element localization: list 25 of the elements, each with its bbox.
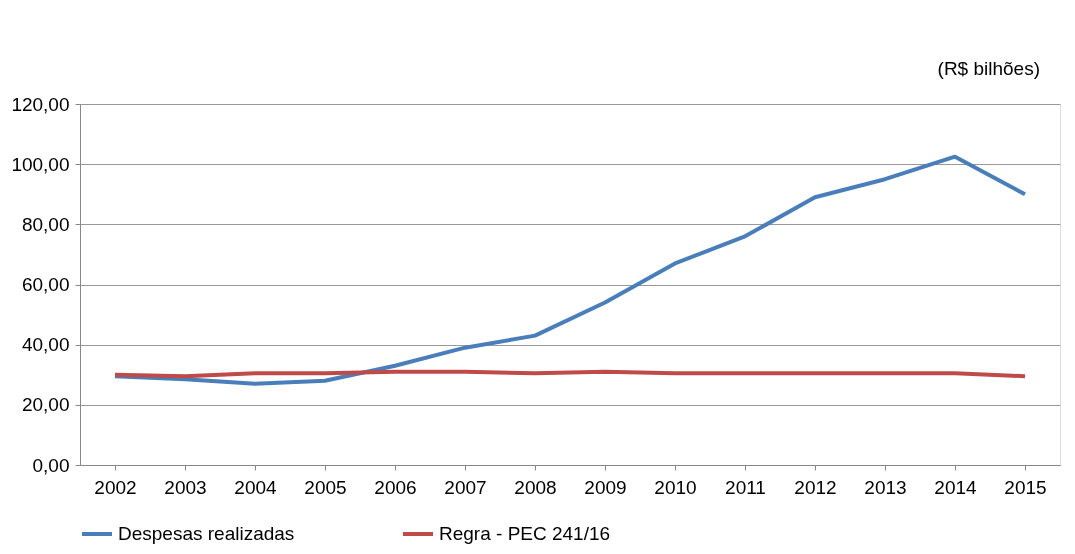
x-tick-label: 2012: [794, 476, 837, 498]
x-tick-label: 2003: [164, 476, 207, 498]
line-series: [113, 154, 1027, 386]
y-tick-label: 100,00: [11, 153, 70, 175]
x-tick-label: 2009: [584, 476, 627, 498]
x-tick-label: 2008: [514, 476, 557, 498]
y-tick-label: 20,00: [21, 394, 70, 416]
legend-label: Regra - PEC 241/16: [439, 523, 611, 544]
x-tick-label: 2002: [94, 476, 137, 498]
text: (R$ bilhões): [937, 58, 1040, 79]
y-tick-label: 80,00: [21, 213, 70, 235]
x-tick-label: 2007: [444, 476, 487, 498]
y-tick-label: 60,00: [21, 274, 70, 295]
x-tick-label: 2010: [654, 476, 697, 498]
x-tick-label: 2014: [934, 476, 978, 498]
x-tick-label: 2006: [374, 476, 417, 498]
y-tick-label: 120,00: [11, 93, 70, 115]
x-tick-label: 2015: [1004, 476, 1047, 498]
x-tick-label: 2013: [864, 476, 907, 498]
x-tick-label: 2011: [725, 476, 766, 498]
y-tick-label: 40,00: [21, 334, 70, 356]
y-tick-label: 0,00: [32, 454, 70, 476]
x-tick-label: 2005: [304, 476, 347, 498]
legend-label: Despesas realizadas: [118, 523, 295, 544]
x-tick-label: 2004: [234, 476, 278, 498]
